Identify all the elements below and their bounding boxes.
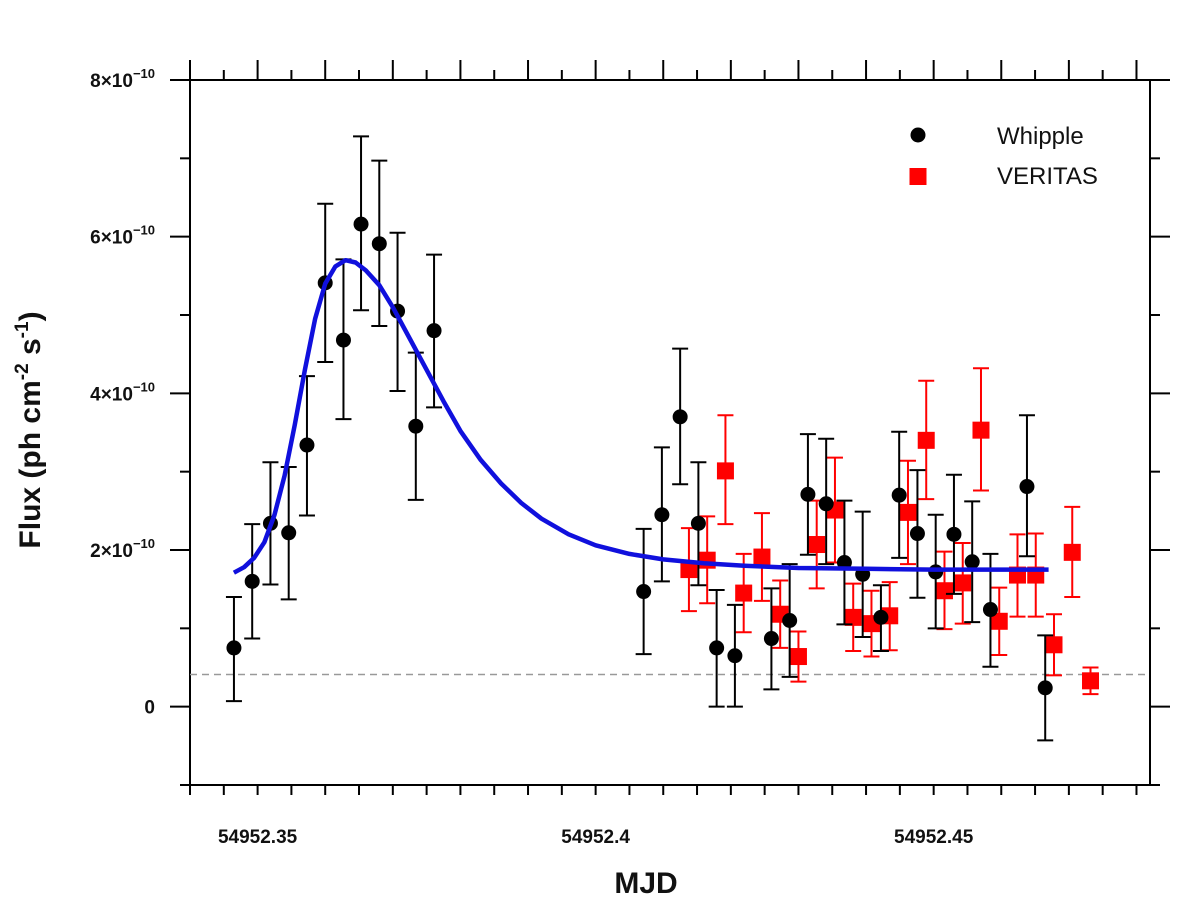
data-point [1037,680,1053,696]
data-point [299,437,315,453]
legend-label-whipple: Whipple [997,123,1084,150]
legend-marker-veritas [909,168,927,185]
data-point [982,602,998,618]
y-tick-label: 6×10−10 [90,223,155,249]
data-point [672,409,688,425]
data-point [690,515,706,531]
data-point [844,608,862,626]
x-tick-label: 54952.4 [561,827,630,848]
data-point [789,648,807,666]
data-point [1063,543,1081,561]
data-point [654,507,670,523]
data-point [680,561,698,579]
x-axis-title: MJD [614,867,677,898]
data-point [899,503,917,521]
data-point [917,431,935,449]
data-point [716,462,734,480]
data-point [818,496,834,512]
data-point [928,564,944,580]
data-point [972,421,990,439]
data-point [371,236,387,252]
data-point [782,613,798,628]
data-point [891,487,907,503]
data-point [426,323,442,339]
y-tick-label: 0 [144,698,155,719]
y-tick-label: 4×10−10 [90,379,155,405]
data-point [335,332,351,348]
data-point [709,640,725,656]
data-point [1082,672,1100,690]
data-point [735,584,753,602]
data-point [990,612,1008,630]
data-point [808,536,826,554]
data-point [909,526,925,542]
y-axis-title: Flux (ph cm-2 s-1) [12,311,47,548]
y-tick-label: 8×10−10 [90,66,155,92]
data-point [636,584,652,600]
data-point [763,631,779,647]
data-point [753,548,771,566]
legend-marker-whipple [910,127,926,143]
data-point [946,526,962,542]
data-point [698,551,716,569]
y-tick-label: 2×10−10 [90,536,155,562]
fit-curve [232,257,1049,575]
data-point [1019,479,1035,495]
x-tick-label: 54952.45 [894,827,974,848]
legend-label-veritas: VERITAS [997,163,1098,190]
data-point [964,554,980,570]
x-tick-label: 54952.35 [218,827,298,848]
data-point [873,609,889,625]
data-point [353,216,369,232]
data-point [226,640,242,656]
data-point [408,418,424,434]
series-veritas [680,367,1100,696]
data-point [954,574,972,592]
data-point [281,525,297,541]
data-point [727,648,743,664]
data-point [244,573,260,589]
plot-frame [189,79,1151,786]
data-point [1045,636,1063,654]
data-point [935,582,953,600]
data-point [800,486,816,502]
